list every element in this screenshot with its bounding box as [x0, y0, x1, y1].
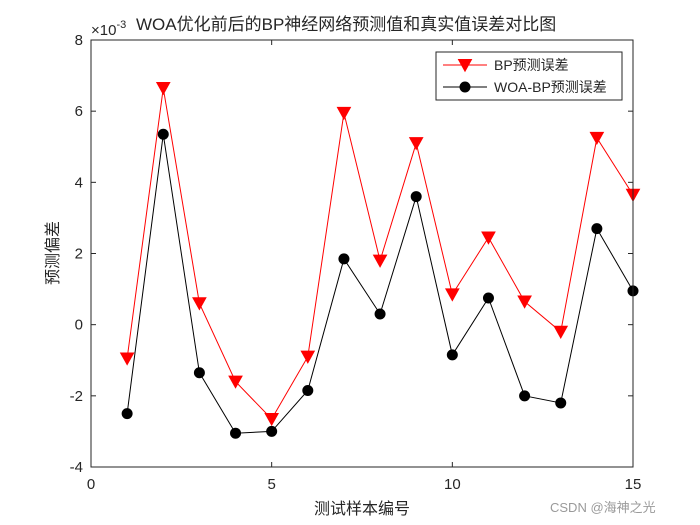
- data-point: [517, 295, 532, 309]
- data-point: [119, 352, 135, 366]
- data-point: [338, 253, 350, 265]
- data-point: [410, 191, 422, 203]
- legend-item: BP预测误差: [443, 57, 569, 73]
- x-tick-label: 5: [267, 476, 275, 493]
- data-point: [266, 425, 278, 437]
- axis-exponent: ×10-3: [91, 19, 126, 39]
- exponent-base: ×10: [91, 22, 116, 39]
- legend-item: WOA-BP预测误差: [443, 79, 607, 95]
- data-point: [481, 231, 496, 245]
- axes-layer: 0 5 10 15 -4 -2 0 2 4 6 8: [70, 32, 642, 493]
- data-point: [408, 137, 424, 151]
- y-tick-label: 0: [75, 317, 83, 334]
- legend-label: WOA-BP预测误差: [494, 79, 607, 95]
- data-point: [302, 384, 314, 396]
- legend-marker: [459, 81, 471, 93]
- plot-area: [91, 40, 633, 467]
- x-tick-label: 15: [625, 476, 642, 493]
- data-point: [192, 297, 207, 311]
- data-point: [444, 288, 460, 302]
- chart-title: WOA优化前后的BP神经网络预测值和真实值误差对比图: [136, 15, 556, 34]
- legend-label: BP预测误差: [494, 57, 569, 73]
- data-point: [228, 375, 243, 389]
- y-tick-label: 2: [75, 246, 83, 263]
- data-point: [555, 397, 567, 409]
- series-2: [121, 128, 639, 439]
- data-point: [519, 390, 531, 402]
- x-tick-label: 10: [444, 476, 461, 493]
- y-tick-label: 4: [75, 174, 83, 191]
- data-point: [372, 254, 388, 268]
- x-axis-label: 测试样本编号: [314, 500, 410, 518]
- data-point: [157, 128, 169, 140]
- y-tick-label: 6: [75, 103, 83, 120]
- watermark: CSDN @海神之光: [550, 500, 656, 515]
- data-point: [121, 408, 133, 420]
- data-point: [336, 106, 352, 121]
- series-1: [119, 82, 641, 427]
- legend: BP预测误差 WOA-BP预测误差: [435, 51, 623, 101]
- data-point: [300, 350, 316, 364]
- x-tick-label: 0: [87, 476, 95, 493]
- legend-items: BP预测误差 WOA-BP预测误差: [443, 57, 607, 95]
- y-tick-label: 8: [75, 32, 83, 49]
- y-axis-label: 预测偏差: [44, 221, 62, 285]
- y-tick-label: -4: [70, 459, 83, 476]
- y-tick-label: -2: [70, 388, 83, 405]
- data-point: [374, 308, 386, 320]
- data-point: [482, 292, 494, 304]
- data-point: [193, 367, 205, 379]
- series-layer: [119, 82, 641, 439]
- data-point: [589, 131, 605, 146]
- data-point: [230, 427, 242, 439]
- data-point: [553, 325, 569, 339]
- data-point: [446, 349, 458, 361]
- data-point: [264, 412, 280, 427]
- exponent-power: -3: [116, 19, 126, 31]
- data-point: [591, 223, 603, 235]
- legend-marker: [457, 58, 473, 73]
- data-point: [155, 82, 171, 96]
